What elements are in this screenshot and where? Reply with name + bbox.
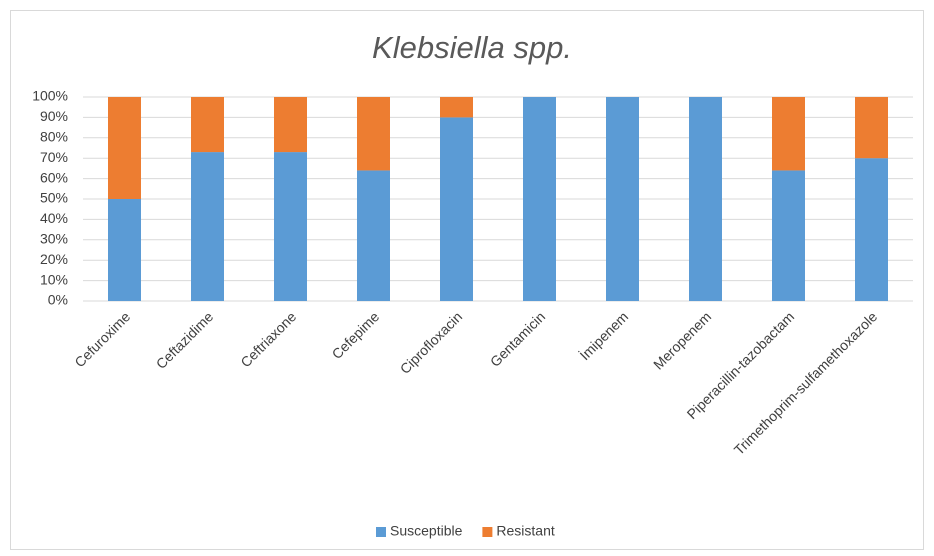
bar-segment bbox=[440, 117, 473, 302]
legend-label: Resistant bbox=[496, 523, 554, 539]
bar-segment bbox=[689, 97, 722, 301]
bar-segment bbox=[606, 97, 639, 301]
bar-segment bbox=[855, 158, 888, 301]
legend-label: Susceptible bbox=[390, 523, 463, 539]
y-tick-label: 60% bbox=[40, 169, 68, 185]
chart-title: Klebsiella spp. bbox=[372, 30, 572, 65]
bar-segment bbox=[357, 170, 390, 301]
bar-segment bbox=[523, 97, 556, 301]
bar-segment bbox=[191, 97, 224, 153]
legend-swatch bbox=[482, 527, 493, 537]
bar-segment bbox=[772, 170, 805, 301]
bar-segment bbox=[108, 199, 141, 301]
bar-segment bbox=[357, 97, 390, 171]
y-tick-label: 50% bbox=[40, 190, 68, 206]
bar-segment bbox=[108, 97, 141, 199]
y-tick-label: 40% bbox=[40, 210, 68, 226]
legend-swatch bbox=[376, 527, 386, 537]
y-tick-label: 70% bbox=[40, 149, 68, 165]
bar-segment bbox=[191, 152, 224, 301]
bar-segment bbox=[274, 97, 307, 153]
y-tick-label: 30% bbox=[40, 231, 68, 247]
y-tick-label: 100% bbox=[32, 88, 68, 104]
bar-segment bbox=[440, 97, 473, 118]
y-tick-label: 20% bbox=[40, 251, 68, 267]
bar-segment bbox=[274, 152, 307, 301]
bar-segment bbox=[855, 97, 888, 159]
y-tick-label: 10% bbox=[40, 271, 68, 287]
y-tick-label: 90% bbox=[40, 108, 68, 124]
bar-segment bbox=[772, 97, 805, 171]
y-tick-label: 80% bbox=[40, 129, 68, 145]
y-tick-label: 0% bbox=[48, 292, 68, 308]
